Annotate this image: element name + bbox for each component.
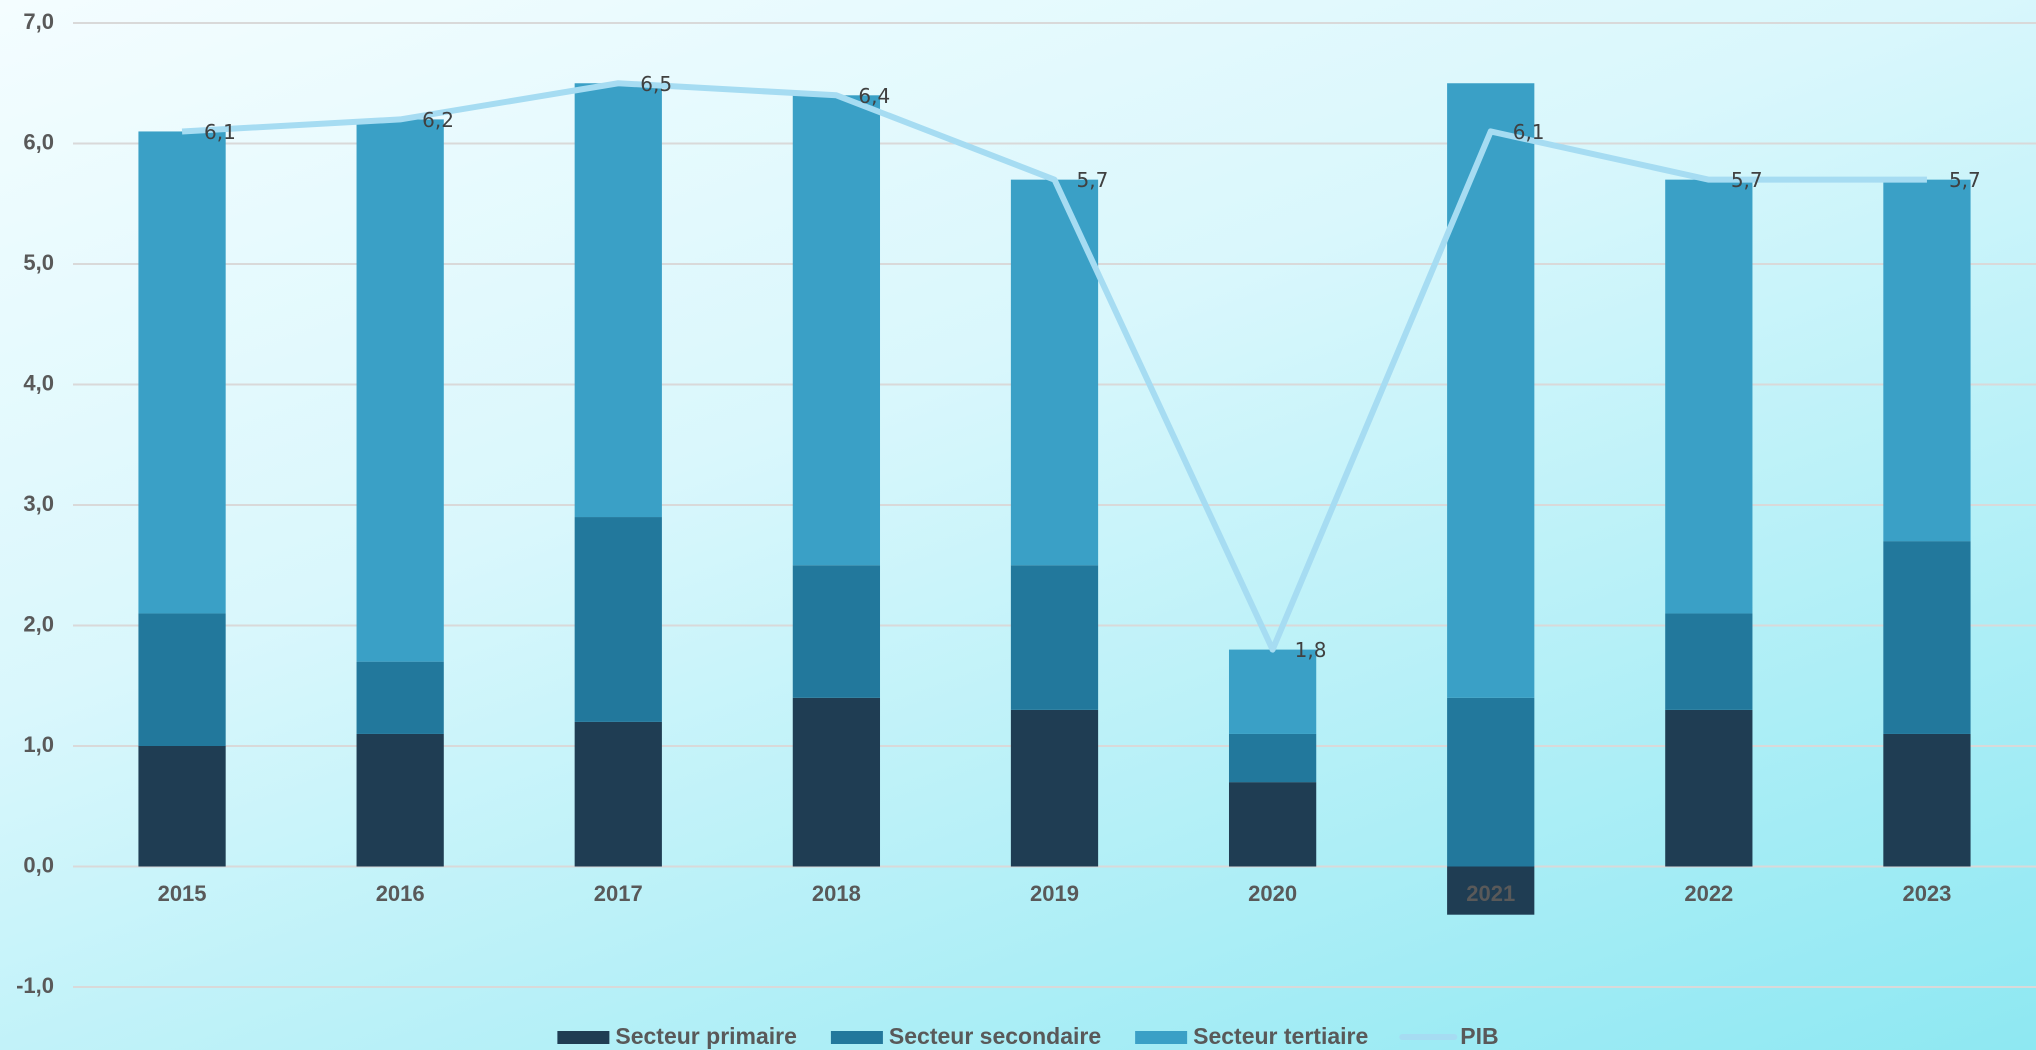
data-label: 6,1 bbox=[204, 120, 236, 144]
legend-swatch bbox=[1135, 1031, 1188, 1044]
legend-label: PIB bbox=[1460, 1023, 1498, 1049]
x-tick-label: 2020 bbox=[1248, 881, 1297, 906]
x-tick-label: 2021 bbox=[1466, 881, 1515, 906]
y-tick-label: 5,0 bbox=[23, 250, 54, 275]
bar bbox=[356, 119, 444, 662]
bar bbox=[1447, 866, 1535, 915]
legend-swatch bbox=[557, 1031, 610, 1044]
bar bbox=[792, 697, 881, 867]
bar bbox=[1883, 541, 1971, 734]
bar bbox=[138, 613, 226, 746]
legend-label: Secteur tertiaire bbox=[1193, 1023, 1368, 1049]
bar bbox=[1665, 709, 1753, 867]
data-label: 1,8 bbox=[1295, 638, 1327, 662]
y-tick-label: 1,0 bbox=[23, 732, 54, 757]
y-tick-label: 3,0 bbox=[23, 491, 54, 516]
bar bbox=[1228, 733, 1317, 783]
legend-label: Secteur secondaire bbox=[889, 1023, 1101, 1049]
bar bbox=[1010, 179, 1099, 566]
y-tick-label: 4,0 bbox=[23, 370, 54, 395]
bar bbox=[1665, 613, 1753, 710]
x-tick-label: 2015 bbox=[158, 881, 207, 906]
bar bbox=[356, 661, 444, 734]
bar bbox=[1883, 733, 1971, 867]
bar bbox=[574, 517, 662, 722]
data-label: 6,1 bbox=[1513, 120, 1545, 144]
bar bbox=[138, 131, 226, 614]
x-tick-label: 2023 bbox=[1902, 881, 1951, 906]
line-series bbox=[181, 80, 1927, 653]
x-tick-label: 2019 bbox=[1030, 881, 1079, 906]
bar bbox=[1228, 649, 1317, 734]
bar bbox=[356, 733, 444, 867]
bar bbox=[138, 746, 226, 867]
y-tick-label: 6,0 bbox=[23, 129, 54, 154]
y-tick-label: -1,0 bbox=[16, 973, 54, 998]
bar bbox=[574, 721, 662, 867]
bar bbox=[1010, 565, 1099, 710]
y-tick-label: 2,0 bbox=[23, 611, 54, 636]
data-label: 5,7 bbox=[1731, 168, 1763, 192]
bar bbox=[792, 95, 881, 566]
bar bbox=[1010, 709, 1099, 867]
legend-swatch bbox=[830, 1031, 883, 1044]
bar bbox=[792, 565, 881, 698]
bar bbox=[1447, 83, 1535, 698]
bar bbox=[574, 83, 662, 518]
data-label: 5,7 bbox=[1949, 168, 1981, 192]
legend-label: Secteur primaire bbox=[615, 1023, 797, 1049]
bar bbox=[1883, 179, 1971, 542]
data-label: 6,5 bbox=[640, 72, 672, 96]
data-label: 6,4 bbox=[858, 84, 890, 108]
x-tick-label: 2016 bbox=[376, 881, 425, 906]
y-tick-label: 0,0 bbox=[23, 852, 54, 877]
x-tick-label: 2017 bbox=[594, 881, 643, 906]
data-label: 5,7 bbox=[1077, 168, 1109, 192]
x-tick-label: 2022 bbox=[1684, 881, 1733, 906]
x-tick-label: 2018 bbox=[812, 881, 861, 906]
y-tick-label: 7,0 bbox=[23, 9, 54, 34]
bar bbox=[1447, 697, 1535, 867]
bar bbox=[1665, 179, 1753, 614]
data-label: 6,2 bbox=[422, 108, 454, 132]
bar bbox=[1228, 782, 1317, 867]
